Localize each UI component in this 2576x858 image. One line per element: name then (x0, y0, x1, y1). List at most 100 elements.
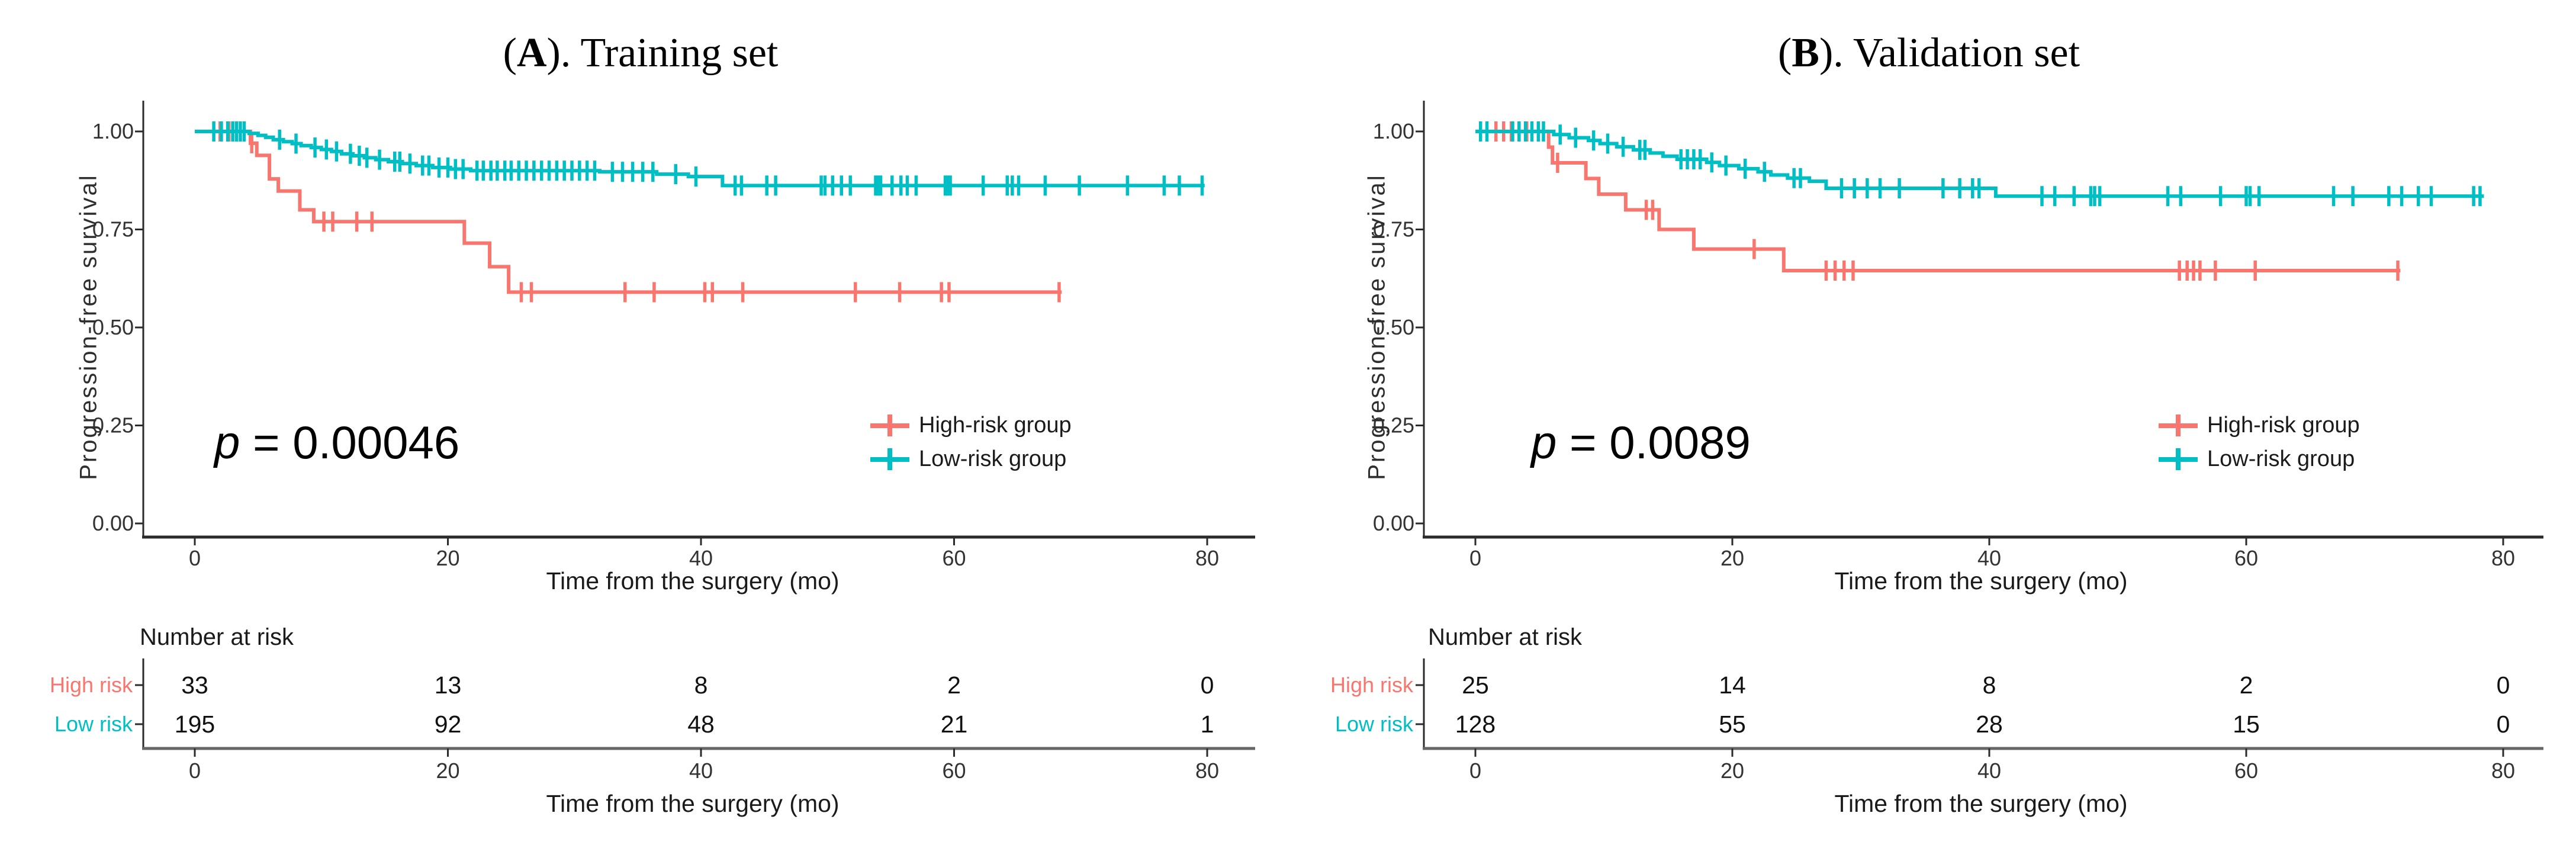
x-tick-label: 20 (1720, 546, 1744, 570)
risk-x-tick-label: 40 (689, 759, 713, 783)
series-low-risk-group (195, 121, 1205, 196)
risk-count-high-risk-t80: 0 (2497, 671, 2510, 699)
risk-count-high-risk-t20: 14 (1719, 671, 1746, 699)
y-tick-label: 0.75 (92, 217, 134, 242)
risk-count-low-risk-t80: 0 (2497, 711, 2510, 738)
x-tick-label: 20 (436, 546, 459, 570)
legend-label: High-risk group (2207, 413, 2360, 438)
p-value: p = 0.0089 (1531, 416, 1751, 470)
legend: High-risk group Low-risk group (870, 413, 1072, 471)
risk-count-high-risk-t60: 2 (2240, 671, 2253, 699)
panel-validation-set: 0 20 40 60 80 1.00 0.75 0.50 0.25 0.00 0 20 40 60 80 25… (1288, 0, 2576, 858)
x-tick-label: 0 (1469, 546, 1481, 570)
risk-count-high-risk-t60: 2 (947, 671, 961, 699)
panel-training-set: 0 20 40 60 80 1.00 0.75 0.50 0.25 0.00 0 20 40 60 80 33… (0, 30, 1281, 817)
title-text: ). Training set (546, 30, 779, 76)
y-axis-label: Progression-free survival (1363, 173, 1390, 480)
p-value-text: = 0.00046 (240, 416, 460, 468)
km-curve-high-risk-group (195, 130, 1062, 294)
y-tick-label: 0.00 (1373, 511, 1414, 535)
x-tick-label: 80 (1195, 546, 1219, 570)
risk-count-low-risk-t40: 48 (687, 711, 715, 738)
y-tick-label: 1.00 (92, 119, 134, 143)
title-paren-open: ( (503, 30, 517, 76)
y-tick-label: 1.00 (1373, 119, 1414, 143)
y-tick-label: 0.25 (1373, 413, 1414, 438)
x-axis-label: Time from the surgery (mo) (546, 567, 840, 595)
risk-count-low-risk-t80: 1 (1201, 711, 1214, 738)
p-symbol: p (214, 416, 240, 468)
x-tick-label: 60 (2234, 546, 2258, 570)
risk-x-tick-label: 20 (436, 759, 459, 783)
survival-plot-training: 0 20 40 60 801.000.750.500.250.000 20 40 60 8033… (92, 101, 1255, 783)
plot-axes: 0 20 40 60 80 1.00 0.75 0.50 0.25 0.00 (1373, 101, 2543, 570)
risk-x-tick-label: 60 (2234, 759, 2258, 783)
risk-row-label-high: High risk (1330, 673, 1413, 697)
x-axis-label: Time from the surgery (mo) (1834, 567, 2128, 595)
risk-table-x-axis-label: Time from the surgery (mo) (546, 790, 840, 817)
legend-label: Low-risk group (2207, 446, 2355, 471)
y-tick-label: 0.75 (1373, 217, 1414, 242)
high-risk-key-icon (870, 413, 909, 438)
x-tick-label: 60 (942, 546, 966, 570)
risk-count-high-risk-t0: 25 (1462, 671, 1489, 699)
panel-title: (A). Training set (0, 30, 1281, 77)
risk-count-low-risk-t40: 28 (1976, 711, 2003, 738)
risk-x-tick-label: 0 (189, 759, 201, 783)
high-risk-key-icon (2159, 413, 2198, 438)
km-curve-high-risk-group (1475, 130, 2401, 273)
title-text: ). Validation set (1819, 30, 2080, 76)
risk-x-tick-label: 80 (2491, 759, 2515, 783)
p-symbol: p (1531, 416, 1557, 468)
risk-table-x-axis-label: Time from the surgery (mo) (1834, 790, 2128, 817)
risk-row-label-high: High risk (49, 673, 133, 697)
panel-letter: A (516, 30, 547, 76)
km-curve-low-risk-group (195, 130, 1205, 188)
risk-x-tick-label: 60 (942, 759, 966, 783)
panel-title: (B). Validation set (1288, 30, 2569, 77)
legend-item-high-risk: High-risk group (2159, 413, 2360, 438)
y-tick-label: 0.50 (92, 315, 134, 339)
legend: High-risk group Low-risk group (2159, 413, 2360, 471)
risk-count-low-risk-t60: 21 (941, 711, 968, 738)
x-tick-label: 80 (2491, 546, 2515, 570)
x-tick-label: 40 (1977, 546, 2001, 570)
legend-item-low-risk: Low-risk group (870, 446, 1072, 471)
risk-count-low-risk-t60: 15 (2233, 711, 2260, 738)
risk-count-high-risk-t80: 0 (1201, 671, 1214, 699)
title-paren-open: ( (1777, 30, 1792, 76)
x-tick-label: 0 (189, 546, 201, 570)
y-axis-label: Progression-free survival (75, 173, 102, 480)
number-at-risk-title: Number at risk (1428, 624, 1583, 650)
risk-count-high-risk-t20: 13 (435, 671, 462, 699)
legend-label: Low-risk group (919, 446, 1067, 471)
p-value-text: = 0.0089 (1556, 416, 1751, 468)
x-tick-label: 40 (689, 546, 713, 570)
legend-item-low-risk: Low-risk group (2159, 446, 2360, 471)
risk-x-tick-label: 20 (1720, 759, 1744, 783)
y-tick-label: 0.50 (1373, 315, 1414, 339)
low-risk-key-icon (870, 447, 909, 471)
plot-axes: 0 20 40 60 80 1.00 0.75 0.50 0.25 0.00 (92, 101, 1255, 570)
risk-count-high-risk-t40: 8 (694, 671, 708, 699)
number-at-risk-title: Number at risk (140, 624, 294, 650)
risk-count-high-risk-t40: 8 (1983, 671, 1996, 699)
series-low-risk-group (1475, 121, 2484, 207)
risk-x-tick-label: 0 (1469, 759, 1481, 783)
risk-x-tick-label: 80 (1195, 759, 1219, 783)
risk-count-low-risk-t0: 128 (1455, 711, 1496, 738)
panel-letter: B (1792, 30, 1819, 76)
low-risk-key-icon (2159, 447, 2198, 471)
risk-row-label-low: Low risk (54, 712, 133, 736)
y-tick-label: 0.25 (92, 413, 134, 438)
risk-row-label-low: Low risk (1334, 712, 1413, 736)
p-value: p = 0.00046 (214, 416, 459, 470)
survival-plot-validation: 0 20 40 60 801.000.750.500.250.000 20 40 60 8025… (1373, 101, 2543, 783)
y-tick-label: 0.00 (92, 511, 134, 535)
risk-x-tick-label: 40 (1977, 759, 2001, 783)
risk-count-low-risk-t20: 55 (1719, 711, 1746, 738)
risk-count-low-risk-t0: 195 (175, 711, 215, 738)
